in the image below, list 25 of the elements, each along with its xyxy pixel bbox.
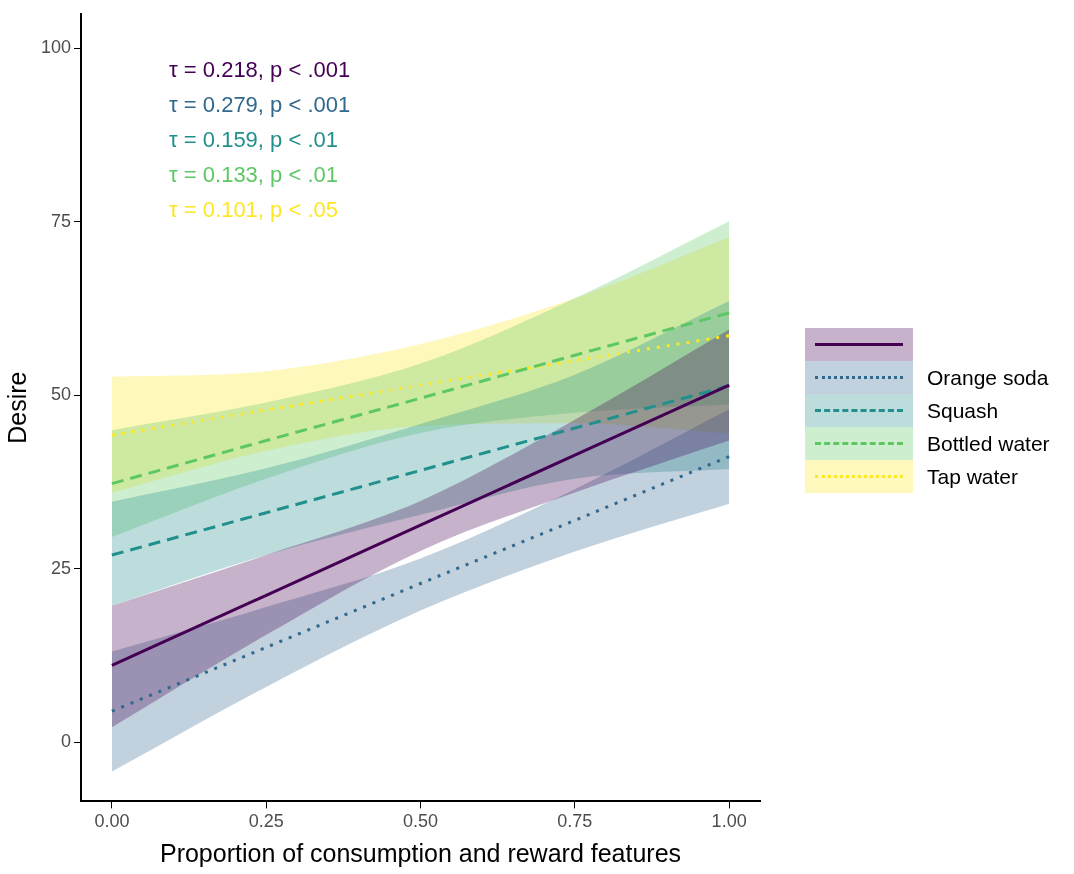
y-tick-label: 75 <box>51 210 72 231</box>
x-axis-title: Proportion of consumption and reward features <box>159 838 682 867</box>
line-series <box>110 455 731 713</box>
y-tick-label: 0 <box>61 731 72 752</box>
line-series <box>110 311 731 486</box>
y-axis-title: Desire <box>2 371 31 444</box>
x-tick-label: 0.50 <box>402 811 439 832</box>
y-tick-label: 100 <box>40 37 72 58</box>
annotation: τ = 0.133, p < .01 <box>169 161 338 187</box>
annotation: τ = 0.101, p < .05 <box>169 196 338 222</box>
annotation: τ = 0.279, p < .001 <box>169 91 351 117</box>
x-tick-label: 1.00 <box>711 811 747 832</box>
line-series <box>110 384 731 557</box>
x-tick-label: 0.75 <box>557 811 593 832</box>
legend-label: Bottled water <box>927 431 1050 456</box>
y-tick-label: 25 <box>51 557 72 578</box>
x-tick-label: 0.25 <box>248 811 284 832</box>
legend-label: Orange soda <box>927 365 1049 390</box>
x-tick-label: 0.00 <box>94 811 130 832</box>
legend-label: Squash <box>927 398 999 423</box>
y-tick-label: 50 <box>51 384 72 405</box>
legend-label: Tap water <box>927 464 1019 489</box>
annotation: τ = 0.218, p < .001 <box>169 56 351 82</box>
line-series <box>110 334 731 437</box>
annotation: τ = 0.159, p < .01 <box>169 126 338 152</box>
